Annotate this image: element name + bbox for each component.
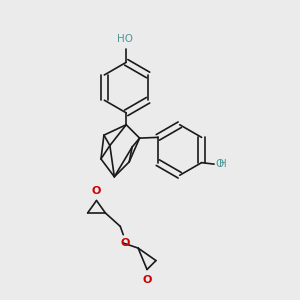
Text: O: O	[92, 186, 101, 196]
Text: O: O	[215, 159, 223, 169]
Text: O: O	[142, 275, 152, 285]
Text: H: H	[219, 159, 227, 169]
Text: O: O	[120, 238, 129, 248]
Text: HO: HO	[117, 34, 133, 44]
